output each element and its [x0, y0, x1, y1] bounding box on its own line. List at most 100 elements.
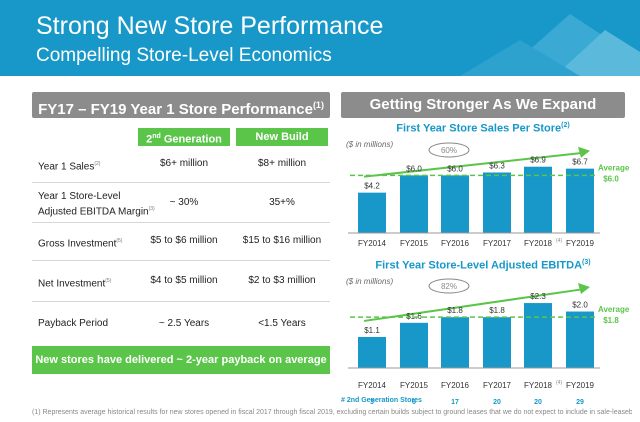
bar — [483, 172, 511, 233]
x-tick-note: (4) — [556, 238, 562, 244]
col-a-sup: nd — [152, 133, 161, 140]
page-title: Strong New Store Performance — [36, 12, 384, 40]
row-label: Year 1 Store-Level Adjusted EBITDA Margin… — [38, 191, 155, 218]
x-tick-label: FY2019 — [566, 239, 595, 248]
growth-arrow-line — [363, 288, 585, 322]
left-panel-header: FY17 – FY19 Year 1 Store Performance(1) — [32, 92, 330, 118]
generation-store-count: 17 — [451, 399, 459, 406]
row-label-text: Year 1 Store-Level — [38, 191, 121, 202]
title-banner: Strong New Store Performance Compelling … — [0, 0, 640, 76]
row-label: Gross Investment(5) — [38, 235, 122, 250]
ebitda-chart-title-text: First Year Store-Level Adjusted EBITDA — [375, 259, 583, 272]
growth-badge — [428, 142, 470, 158]
row-label-text: Gross Investment — [38, 238, 117, 250]
row-value-new-build: 35+% — [269, 197, 295, 208]
bar — [524, 303, 552, 368]
bar-value-label: $6.7 — [572, 158, 588, 167]
bar-value-label: $1.8 — [447, 306, 463, 315]
x-tick-label: FY2018 — [524, 239, 553, 248]
row-value-2nd-gen: $5 to $6 million — [150, 235, 218, 246]
x-tick-label: FY2016 — [441, 381, 470, 390]
bar-value-label: $6.0 — [406, 164, 422, 173]
row-value-2nd-gen: ~ 30% — [169, 197, 199, 208]
ebitda-chart-title-note: (3) — [582, 259, 591, 266]
page-subtitle: Compelling Store-Level Economics — [36, 45, 332, 66]
table-row-payback-period: Payback Period ~ 2.5 Years <1.5 Years — [32, 302, 330, 342]
bar-value-label: $6.0 — [447, 164, 463, 173]
generation-stores-label: # 2nd Generation Stores — [341, 397, 422, 404]
bar — [358, 336, 386, 368]
row-value-2nd-gen: $4 to $5 million — [150, 275, 218, 286]
average-label: Average — [598, 305, 630, 314]
growth-arrow-line — [363, 151, 585, 178]
x-tick-label: FY2018 — [524, 381, 553, 390]
left-panel-title: FY17 – FY19 Year 1 Store Performance — [38, 101, 313, 118]
row-label: Payback Period — [38, 318, 109, 329]
x-tick-note: (4) — [556, 380, 562, 386]
average-value-label: $6.0 — [603, 174, 619, 183]
ebitda-chart-title: First Year Store-Level Adjusted EBITDA(3… — [341, 259, 625, 272]
bar — [566, 311, 594, 368]
bar-value-label: $6.3 — [489, 161, 505, 170]
x-tick-label: FY2019 — [566, 381, 595, 390]
bar — [400, 322, 428, 368]
table-row-ebitda-margin: Year 1 Store-Level Adjusted EBITDA Margin… — [32, 183, 330, 223]
footnote: (1) Represents average historical result… — [32, 409, 632, 416]
row-value-new-build: $15 to $16 million — [242, 235, 322, 246]
left-panel-title-note: (1) — [312, 100, 324, 110]
growth-arrow-head — [578, 146, 590, 158]
table-row-year1-sales: Year 1 Sales(2) $6+ million $8+ million — [32, 148, 330, 183]
bar — [441, 175, 469, 233]
x-tick-label: FY2014 — [358, 239, 387, 248]
row-note: (5) — [116, 238, 123, 244]
bar — [358, 192, 386, 233]
growth-label: 82% — [441, 282, 457, 291]
mountain-graphic — [460, 14, 640, 76]
generation-store-count: 20 — [534, 399, 542, 406]
row-value-2nd-gen: $6+ million — [159, 158, 209, 169]
generation-store-count: 29 — [576, 399, 584, 406]
generation-store-count: 20 — [493, 399, 501, 406]
bar-value-label: $1.1 — [364, 326, 380, 335]
row-note: (3) — [148, 206, 155, 212]
row-label-text-line2: Adjusted EBITDA Margin — [38, 206, 149, 218]
row-label-text: Year 1 Sales — [38, 161, 95, 173]
sales-chart-title: First Year Store Sales Per Store(2) — [341, 122, 625, 135]
sales-chart-unit-label: ($ in millions) — [346, 140, 394, 149]
table-row-net-investment: Net Investment(5) $4 to $5 million $2 to… — [32, 261, 330, 302]
bar-value-label: $2.3 — [530, 292, 546, 301]
growth-arrow-head — [578, 283, 590, 295]
row-label: Net Investment(5) — [38, 275, 111, 290]
bar — [566, 168, 594, 233]
right-panel-header: Getting Stronger As We Expand — [341, 92, 625, 118]
generation-store-count: 6 — [412, 399, 416, 406]
bar-value-label: $1.8 — [489, 306, 505, 315]
col-a-rest: Generation — [160, 133, 222, 146]
bar — [400, 175, 428, 233]
bar — [524, 166, 552, 233]
bar — [441, 317, 469, 368]
row-value-new-build: <1.5 Years — [258, 318, 306, 329]
x-tick-label: FY2014 — [358, 381, 387, 390]
average-label: Average — [598, 163, 630, 172]
growth-badge — [428, 278, 470, 294]
row-label: Year 1 Sales(2) — [38, 158, 100, 173]
growth-label: 60% — [441, 146, 457, 155]
x-tick-label: FY2016 — [441, 239, 470, 248]
row-note: (5) — [105, 278, 112, 284]
row-value-new-build: $2 to $3 million — [248, 275, 316, 286]
sales-chart-title-text: First Year Store Sales Per Store — [396, 122, 562, 135]
bar — [483, 317, 511, 368]
table-row-gross-investment: Gross Investment(5) $5 to $6 million $15… — [32, 223, 330, 261]
bar-value-label: $6.9 — [530, 156, 546, 165]
col-a-text: 2 — [146, 133, 153, 146]
x-tick-label: FY2015 — [400, 239, 429, 248]
generation-store-count: 3 — [370, 399, 374, 406]
bar-value-label: $4.2 — [364, 182, 380, 191]
payback-callout: New stores have delivered ~ 2-year payba… — [32, 346, 330, 374]
ebitda-chart-unit-label: ($ in millions) — [346, 277, 394, 286]
average-value-label: $1.8 — [603, 316, 619, 325]
column-header-new-build: New Build — [236, 128, 328, 146]
x-tick-label: FY2017 — [483, 381, 512, 390]
